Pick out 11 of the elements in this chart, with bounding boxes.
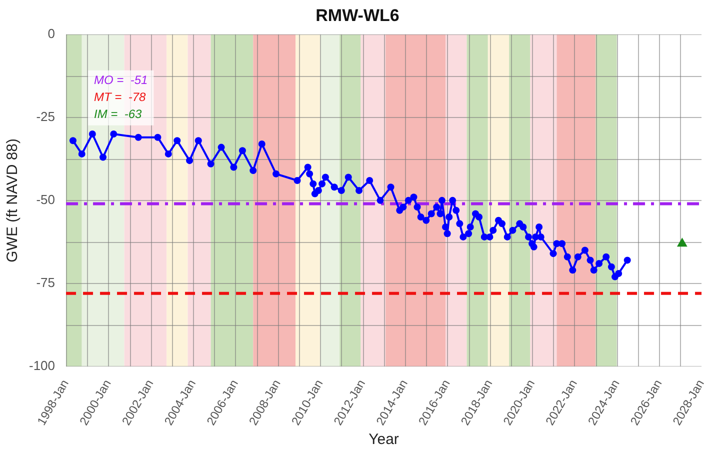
chart-title: RMW-WL6 <box>316 6 400 25</box>
y-tick-label: 0 <box>48 26 56 41</box>
annotation: IM = -63 <box>94 107 142 122</box>
x-axis-title: Year <box>368 431 399 448</box>
ref-line-label: MT = -78 <box>94 90 146 104</box>
y-tick-label: -75 <box>36 275 56 290</box>
y-tick-label: -50 <box>36 192 56 208</box>
y-tick-label: -100 <box>28 358 56 374</box>
y-axis-title: GWE (ft NAVD 88) <box>4 138 22 262</box>
ref-line-label: MO = -51 <box>94 73 148 88</box>
y-tick-label: -25 <box>36 108 56 124</box>
